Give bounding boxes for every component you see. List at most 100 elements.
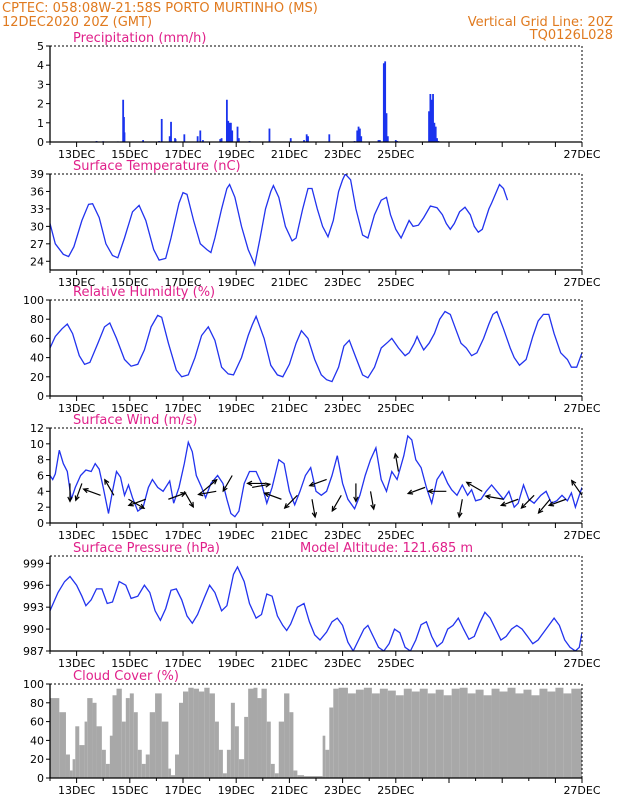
wind-arrow	[309, 478, 327, 487]
cloud-bar	[355, 689, 364, 778]
wind-arrow-head	[484, 494, 491, 500]
wind-arrow	[538, 498, 551, 514]
precip-bar	[123, 117, 125, 142]
y-tick-label: 10	[30, 438, 44, 451]
wind-arrow-head	[570, 479, 577, 486]
cloud-bar	[387, 690, 396, 778]
x-tick-label: 21DEC	[271, 784, 308, 797]
series-line-wind	[50, 434, 582, 518]
cloud-bar	[555, 687, 564, 778]
plot-area-temp	[50, 174, 509, 267]
wind-arrow	[128, 498, 146, 506]
cloud-bar	[571, 688, 582, 778]
x-tick-label: 19DEC	[218, 276, 255, 289]
cloud-bar	[214, 721, 219, 778]
y-tick-label: 33	[30, 203, 44, 216]
y-tick-label: 40	[30, 734, 44, 747]
cloud-bar	[193, 688, 199, 778]
y-tick-label: 993	[23, 601, 44, 614]
cloud-bar	[92, 702, 97, 778]
cloud-bar	[419, 688, 428, 778]
panel-title-press: Surface Pressure (hPa)	[73, 541, 220, 556]
header: CPTEC: 058:08W-21:58S PORTO MURTINHO (MS…	[0, 0, 618, 46]
precip-bar	[384, 61, 387, 142]
cloud-bar	[278, 721, 285, 778]
cloud-bar	[218, 749, 223, 778]
x-tick-label: 25DEC	[377, 402, 414, 415]
cloud-bar	[257, 698, 262, 778]
header-date: 12DEC2020 20Z (GMT)	[2, 15, 153, 30]
cloud-bar	[297, 775, 305, 778]
x-tick-label: 21DEC	[271, 148, 308, 161]
precip-bar	[236, 126, 239, 142]
cloud-bar	[161, 721, 169, 778]
cloud-bar	[515, 693, 524, 778]
precip-bar	[202, 140, 204, 142]
plot-area-rh	[50, 310, 582, 383]
cloud-bar	[347, 693, 356, 778]
wind-arrow	[202, 479, 218, 492]
precip-bar	[428, 111, 430, 142]
wind-arrow-head	[104, 478, 110, 485]
y-tick-label: 996	[23, 579, 44, 592]
cloud-bar	[105, 763, 110, 778]
x-tick-label: 15DEC	[111, 657, 148, 670]
cloud-bar	[329, 707, 334, 778]
cloud-bar	[379, 688, 388, 778]
wind-arrow-head	[283, 503, 290, 509]
cloud-bar	[427, 693, 436, 778]
precip-bar	[357, 126, 360, 142]
x-tick-label: 21DEC	[271, 529, 308, 542]
x-tick-label: 17DEC	[164, 657, 201, 670]
cloud-bar	[443, 695, 452, 778]
wind-arrow	[104, 479, 115, 496]
panel-title-temp: Surface Temperature (nC)	[73, 159, 241, 174]
cloud-bar	[304, 776, 323, 778]
precip-bar	[199, 130, 202, 142]
x-tick-label: 21DEC	[271, 276, 308, 289]
wind-arrow-head	[74, 495, 80, 502]
cloud-bar	[175, 754, 180, 778]
precip-bar	[219, 139, 222, 142]
x-tick-label: 23DEC	[324, 529, 361, 542]
wind-arrow	[128, 498, 145, 509]
precip-bar	[385, 113, 388, 142]
cloud-bar	[72, 759, 76, 778]
cloud-bar	[65, 754, 70, 778]
precip-bar	[360, 136, 363, 142]
precip-bar	[430, 99, 433, 142]
x-tick-label: 13DEC	[58, 402, 95, 415]
wind-arrow	[331, 494, 342, 512]
wind-arrow-head	[393, 452, 399, 459]
cloud-bar	[96, 726, 102, 778]
y-tick-label: 0	[37, 390, 44, 403]
precip-bar	[170, 121, 172, 142]
panel-temp: Surface Temperature (nC) 24 27 30 33 36 39 13DE…	[30, 159, 601, 289]
precip-bar	[305, 134, 308, 142]
wind-arrow	[501, 498, 519, 506]
wind-arrow-head	[188, 501, 194, 509]
wind-arrow	[252, 483, 270, 488]
cloud-bar	[198, 691, 205, 778]
wind-arrow-head	[520, 503, 527, 509]
cloud-bar	[101, 749, 106, 778]
wind-arrow	[284, 494, 298, 509]
wind-arrow-head	[197, 491, 204, 497]
x-tick-label: 15DEC	[111, 784, 148, 797]
precip-bar	[183, 134, 186, 142]
header-code: TQ0126L028	[529, 28, 613, 43]
x-tick-label: 25DEC	[377, 784, 414, 797]
cloud-bar	[244, 716, 249, 778]
y-tick-label: 100	[23, 294, 44, 307]
cloud-bar	[395, 695, 404, 778]
cloud-bar	[338, 687, 348, 778]
wind-arrow	[485, 495, 504, 500]
cloud-bar	[87, 698, 93, 778]
wind-arrow	[369, 491, 375, 510]
precip-bar	[328, 134, 331, 142]
wind-arrow	[571, 480, 583, 496]
cloud-bar	[84, 721, 88, 778]
wind-arrow	[548, 498, 567, 506]
cloud-bar	[539, 688, 548, 778]
wind-arrow-head	[370, 504, 376, 511]
